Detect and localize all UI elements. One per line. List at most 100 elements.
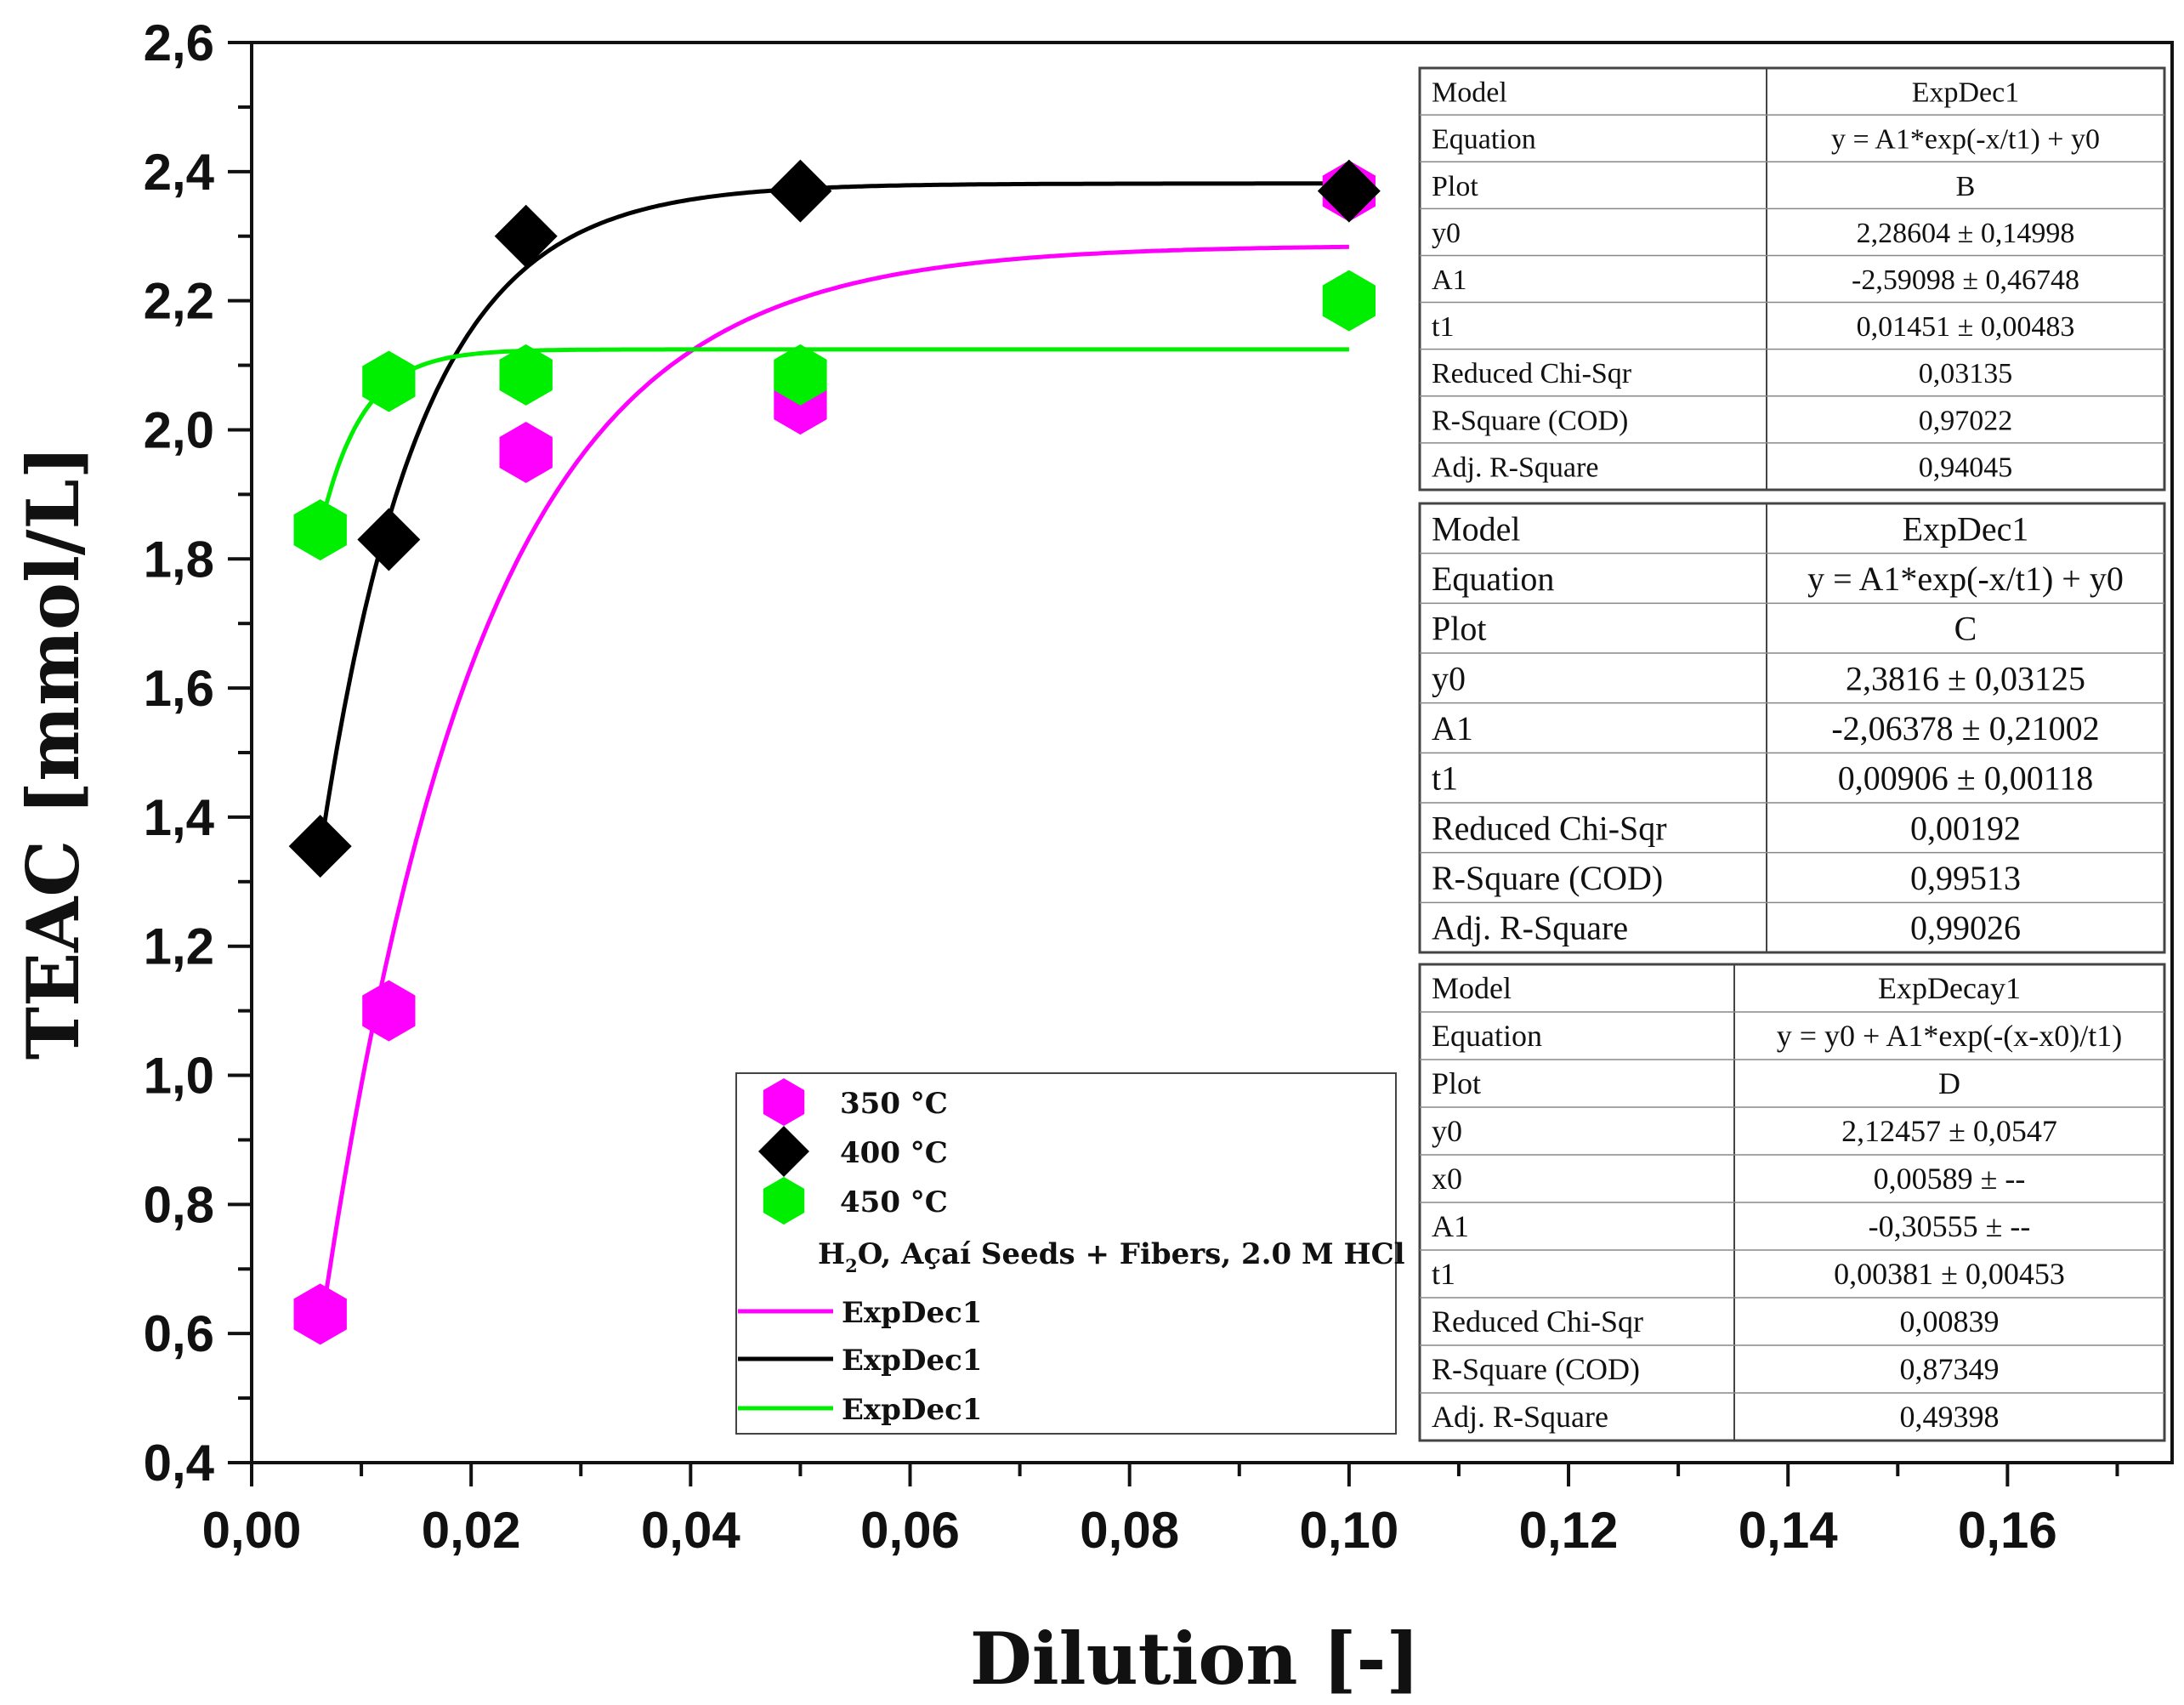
table-cell-label: A1 bbox=[1432, 709, 1473, 747]
y-tick-label: 1,0 bbox=[144, 1048, 214, 1105]
table-cell-value: 0,00381 ± 0,00453 bbox=[1834, 1257, 2065, 1291]
legend-subtitle: H2O, Açaí Seeds + Fibers, 2.0 M HCl bbox=[818, 1237, 1405, 1276]
table-cell-label: Reduced Chi-Sqr bbox=[1432, 809, 1667, 847]
table-cell-label: t1 bbox=[1432, 1257, 1455, 1291]
axis-tick-labels: 0,00 0,02 0,04 0,06 0,08 0,10 0,12 0,14 0,16 0,4 0… bbox=[144, 14, 2057, 1559]
y-tick-label: 2,2 bbox=[144, 273, 214, 330]
legend-box bbox=[735, 1072, 1397, 1435]
table-cell-label: t1 bbox=[1432, 311, 1454, 343]
y-tick-label: 1,8 bbox=[144, 531, 214, 588]
data-point-1 bbox=[288, 815, 352, 878]
legend-label: 400 °C bbox=[840, 1136, 948, 1170]
x-tick-label: 0,06 bbox=[860, 1502, 960, 1559]
table-cell-value: 2,12457 ± 0,0547 bbox=[1841, 1114, 2057, 1148]
table-cell-value: 0,87349 bbox=[1900, 1352, 2000, 1386]
x-tick-label: 0,12 bbox=[1519, 1502, 1619, 1559]
table-cell-label: Plot bbox=[1432, 610, 1486, 648]
data-point-1 bbox=[494, 204, 558, 268]
table-cell-label: Adj. R-Square bbox=[1432, 1400, 1608, 1434]
table-cell-label: Reduced Chi-Sqr bbox=[1432, 1304, 1643, 1338]
table-cell-label: R-Square (COD) bbox=[1432, 859, 1663, 897]
y-tick-label: 0,8 bbox=[144, 1176, 214, 1233]
data-point-1 bbox=[769, 159, 832, 223]
table-cell-label: Equation bbox=[1432, 560, 1554, 598]
table-cell-label: Plot bbox=[1432, 1066, 1481, 1100]
legend-label: 350 °C bbox=[840, 1087, 948, 1121]
data-point-2 bbox=[1322, 270, 1376, 332]
table-cell-label: A1 bbox=[1432, 264, 1467, 296]
table-cell-label: R-Square (COD) bbox=[1432, 405, 1628, 436]
legend-marker bbox=[763, 1078, 805, 1126]
y-tick-label: 2,4 bbox=[144, 144, 215, 201]
x-tick-label: 0,00 bbox=[202, 1502, 302, 1559]
table-cell-value: 0,49398 bbox=[1900, 1400, 2000, 1434]
legend: 350 °C 400 °C 450 °C H2O, Açaí Seeds + Fibe… bbox=[735, 1072, 1405, 1435]
x-tick-label: 0,04 bbox=[641, 1502, 740, 1559]
table-cell-label: y0 bbox=[1432, 218, 1461, 249]
y-tick-label: 1,6 bbox=[144, 660, 214, 717]
table-cell-label: Equation bbox=[1432, 124, 1536, 156]
table-cell-value: y = A1*exp(-x/t1) + y0 bbox=[1807, 560, 2124, 598]
table-cell-value: D bbox=[1938, 1066, 1960, 1100]
table-cell-value: 0,99513 bbox=[1910, 859, 2021, 897]
table-cell-label: R-Square (COD) bbox=[1432, 1352, 1640, 1386]
table-cell-label: Adj. R-Square bbox=[1432, 452, 1598, 483]
table-cell-value: 0,03135 bbox=[1919, 358, 2013, 389]
table-cell-value: 0,99026 bbox=[1910, 909, 2021, 947]
legend-line-label: ExpDec1 bbox=[842, 1344, 982, 1378]
data-markers bbox=[288, 159, 1381, 1345]
data-point-1 bbox=[1317, 159, 1381, 223]
fit-curve bbox=[318, 347, 1349, 530]
x-axis-title: Dilution [-] bbox=[970, 1617, 1420, 1701]
table-cell-value: 0,97022 bbox=[1919, 405, 2013, 436]
table-cell-value: y = A1*exp(-x/t1) + y0 bbox=[1831, 124, 2100, 156]
table-cell-value: ExpDecay1 bbox=[1878, 971, 2021, 1005]
legend-line-label: ExpDec1 bbox=[842, 1393, 982, 1427]
legend-marker bbox=[763, 1177, 805, 1225]
table-border bbox=[1418, 66, 2166, 492]
table-cell-value: 2,3816 ± 0,03125 bbox=[1846, 659, 2085, 697]
table-cell-value: 0,00192 bbox=[1910, 809, 2021, 847]
table-cell-value: 0,00839 bbox=[1900, 1304, 2000, 1338]
table-cell-value: y = y0 + A1*exp(-(x-x0)/t1) bbox=[1777, 1019, 2123, 1053]
y-tick-label: 2,0 bbox=[144, 401, 214, 458]
data-point-0 bbox=[362, 980, 416, 1042]
table-cell-value: 0,94045 bbox=[1919, 452, 2013, 483]
table-cell-value: 2,28604 ± 0,14998 bbox=[1857, 218, 2075, 249]
table-cell-value: -0,30555 ± -- bbox=[1869, 1209, 2031, 1243]
table-cell-label: Adj. R-Square bbox=[1432, 909, 1628, 947]
fit-result-tables: Model ExpDec1 Equation y = A1*exp(-x/t1) + … bbox=[1418, 66, 2166, 1442]
table-cell-label: x0 bbox=[1432, 1162, 1462, 1196]
x-tick-label: 0,16 bbox=[1958, 1502, 2057, 1559]
y-tick-label: 1,4 bbox=[144, 789, 215, 846]
data-point-2 bbox=[293, 499, 347, 561]
y-tick-label: 0,4 bbox=[144, 1435, 215, 1492]
data-point-1 bbox=[357, 508, 421, 571]
x-tick-label: 0,14 bbox=[1739, 1502, 1838, 1559]
legend-label: 450 °C bbox=[840, 1185, 948, 1219]
fit-curve bbox=[318, 244, 1349, 1333]
table-cell-label: Model bbox=[1432, 971, 1512, 1005]
fit-curves bbox=[318, 181, 1349, 1333]
table-cell-value: -2,59098 ± 0,46748 bbox=[1852, 264, 2079, 296]
y-tick-label: 0,6 bbox=[144, 1305, 214, 1362]
table-cell-value: -2,06378 ± 0,21002 bbox=[1831, 709, 2099, 747]
table-cell-label: Model bbox=[1432, 509, 1520, 548]
table-cell-label: A1 bbox=[1432, 1209, 1469, 1243]
x-tick-label: 0,02 bbox=[422, 1502, 521, 1559]
y-tick-label: 2,6 bbox=[144, 14, 214, 71]
table-cell-label: Model bbox=[1432, 77, 1507, 109]
data-point-0 bbox=[499, 422, 553, 483]
fit-table-0: Model ExpDec1 Equation y = A1*exp(-x/t1) + … bbox=[1418, 66, 2166, 492]
data-point-2 bbox=[774, 344, 827, 406]
fit-curve bbox=[318, 181, 1349, 853]
x-tick-label: 0,10 bbox=[1299, 1502, 1398, 1559]
table-cell-value: 0,00906 ± 0,00118 bbox=[1838, 759, 2093, 798]
table-cell-label: y0 bbox=[1432, 1114, 1462, 1148]
table-cell-label: Reduced Chi-Sqr bbox=[1432, 358, 1632, 389]
legend-marker bbox=[758, 1126, 809, 1177]
fit-table-2: Model ExpDecay1 Equation y = y0 + A1*exp(-(… bbox=[1418, 963, 2166, 1442]
table-border bbox=[1418, 502, 2166, 954]
axis-titles: Dilution [-] TEAC [mmol/L] bbox=[11, 446, 1420, 1701]
